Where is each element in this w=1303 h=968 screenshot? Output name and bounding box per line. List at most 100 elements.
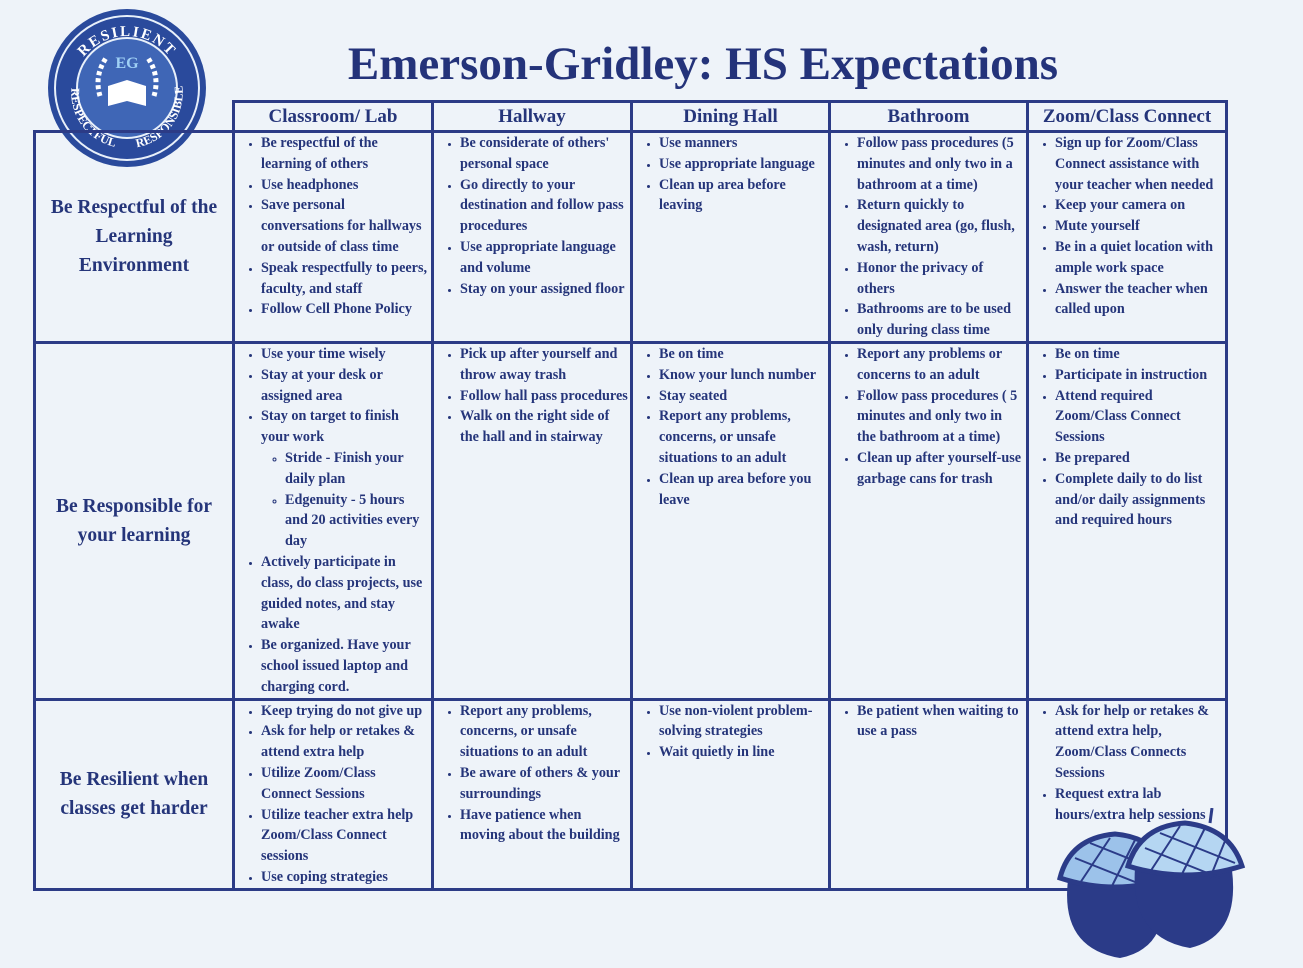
item-text: Return quickly to designated area (go, f… xyxy=(857,197,1015,255)
list-item: Request extra lab hours/extra help sessi… xyxy=(1055,784,1223,826)
list-item: Keep trying do not give up xyxy=(261,701,429,722)
table-cell: Use your time wisely Stay at your desk or… xyxy=(232,340,434,701)
row-label: Be Respectful of the Learning Environmen… xyxy=(33,130,235,344)
column-header: Hallway xyxy=(431,100,633,133)
item-text: Edgenuity - 5 hours and 20 activities ev… xyxy=(285,491,420,550)
item-text: Use headphones xyxy=(261,176,359,193)
item-text: Mute yourself xyxy=(1055,218,1140,235)
item-text: Speak respectfully to peers, faculty, an… xyxy=(261,259,428,297)
item-text: Stay on your assigned floor xyxy=(460,280,625,297)
table-cell: Report any problems, concerns, or unsafe… xyxy=(431,697,633,891)
item-text: Follow pass procedures ( 5 minutes and o… xyxy=(857,387,1018,446)
sub-list: Stride - Finish your daily plan Edgenuity… xyxy=(261,448,429,552)
item-text: Follow hall pass procedures xyxy=(460,387,628,404)
list-item: Use coping strategies xyxy=(261,867,429,888)
list-item: Follow pass procedures (5 minutes and on… xyxy=(857,133,1024,195)
item-text: Have patience when moving about the buil… xyxy=(460,806,620,844)
item-text: Request extra lab hours/extra help sessi… xyxy=(1055,785,1206,823)
item-text: Keep your camera on xyxy=(1055,197,1186,214)
list-item: Ask for help or retakes & attend extra h… xyxy=(261,721,429,763)
item-text: Stay at your desk or assigned area xyxy=(261,366,383,404)
list-item: Use manners xyxy=(659,133,826,154)
bullet-list: Report any problems, concerns, or unsafe… xyxy=(434,701,628,847)
list-item: Participate in instruction xyxy=(1055,365,1223,386)
list-item: Complete daily to do list and/or daily a… xyxy=(1055,469,1223,531)
list-item: Be patient when waiting to use a pass xyxy=(857,701,1024,743)
item-text: Honor the privacy of others xyxy=(857,259,984,297)
list-item: Ask for help or retakes & attend extra h… xyxy=(1055,701,1223,784)
list-item: Report any problems or concerns to an ad… xyxy=(857,344,1024,386)
list-item: Sign up for Zoom/Class Connect assistanc… xyxy=(1055,133,1223,195)
table-body: Be Respectful of the Learning Environmen… xyxy=(33,130,1228,891)
item-text: Report any problems, concerns, or unsafe… xyxy=(460,702,592,761)
item-text: Follow pass procedures (5 minutes and on… xyxy=(857,135,1014,193)
item-text: Use coping strategies xyxy=(261,868,388,885)
table-cell: Use manners Use appropriate language Clean… xyxy=(630,130,831,344)
list-item: Be on time xyxy=(659,344,826,365)
item-text: Answer the teacher when called upon xyxy=(1055,280,1208,318)
table-cell: Be respectful of the learning of others U… xyxy=(232,130,434,344)
list-item: Wait quietly in line xyxy=(659,742,826,763)
list-item: Be considerate of others' personal space xyxy=(460,133,628,175)
list-item: Follow hall pass procedures xyxy=(460,386,628,407)
table-row: Be Responsible for your learningUse your… xyxy=(33,340,1228,701)
item-text: Complete daily to do list and/or daily a… xyxy=(1055,470,1206,529)
bullet-list: Ask for help or retakes & attend extra h… xyxy=(1029,701,1223,826)
list-item: Follow Cell Phone Policy xyxy=(261,299,429,320)
table-row: Be Respectful of the Learning Environmen… xyxy=(33,130,1228,344)
item-text: Utilize teacher extra help Zoom/Class Co… xyxy=(261,806,414,865)
table-cell: Use non-violent problem-solving strategi… xyxy=(630,697,831,891)
item-text: Bathrooms are to be used only during cla… xyxy=(857,301,1011,339)
item-text: Be prepared xyxy=(1055,449,1130,466)
item-text: Ask for help or retakes & attend extra h… xyxy=(261,723,416,761)
table-cell: Follow pass procedures (5 minutes and on… xyxy=(828,130,1029,344)
corner-cell xyxy=(34,101,235,133)
item-text: Be on time xyxy=(1055,345,1120,362)
bullet-list: Be respectful of the learning of others U… xyxy=(235,133,429,320)
item-text: Be organized. Have your school issued la… xyxy=(261,637,411,695)
column-header: Classroom/ Lab xyxy=(232,100,434,133)
item-text: Use non-violent problem-solving strategi… xyxy=(659,702,813,740)
item-text: Use appropriate language xyxy=(659,155,815,172)
list-item: Be in a quiet location with ample work s… xyxy=(1055,237,1223,279)
list-item: Report any problems, concerns, or unsafe… xyxy=(460,701,628,763)
list-item: Utilize teacher extra help Zoom/Class Co… xyxy=(261,805,429,867)
item-text: Use your time wisely xyxy=(261,345,386,362)
list-item: Be aware of others & your surroundings xyxy=(460,763,628,805)
list-item: Use your time wisely xyxy=(261,344,429,365)
list-item: Walk on the right side of the hall and i… xyxy=(460,406,628,448)
list-item: Clean up area before leaving xyxy=(659,175,826,217)
item-text: Be patient when waiting to use a pass xyxy=(857,702,1019,740)
item-text: Utilize Zoom/Class Connect Sessions xyxy=(261,764,376,802)
list-item: Utilize Zoom/Class Connect Sessions xyxy=(261,763,429,805)
bullet-list: Use your time wisely Stay at your desk or… xyxy=(235,344,429,698)
row-label: Be Resilient when classes get harder xyxy=(33,697,235,891)
item-text: Actively participate in class, do class … xyxy=(261,553,423,633)
table-cell: Be considerate of others' personal space… xyxy=(431,130,633,344)
list-item: Clean up after yourself-use garbage cans… xyxy=(857,448,1024,490)
item-text: Report any problems, concerns, or unsafe… xyxy=(659,408,791,466)
expectations-table: Classroom/ Lab Hallway Dining Hall Bathroom… xyxy=(33,100,1228,891)
item-text: Keep trying do not give up xyxy=(261,702,423,719)
bullet-list: Be considerate of others' personal space… xyxy=(434,133,628,299)
item-text: Follow Cell Phone Policy xyxy=(261,301,412,318)
table-cell: Pick up after yourself and throw away tr… xyxy=(431,340,633,701)
item-text: Clean up area before you leave xyxy=(659,470,812,508)
bullet-list: Be on time Know your lunch number Stay sea… xyxy=(633,344,826,510)
logo-book xyxy=(108,80,146,106)
list-item: Stride - Finish your daily plan xyxy=(285,448,429,490)
item-text: Walk on the right side of the hall and i… xyxy=(460,408,610,446)
list-item: Pick up after yourself and throw away tr… xyxy=(460,344,628,386)
list-item: Answer the teacher when called upon xyxy=(1055,279,1223,321)
list-item: Be prepared xyxy=(1055,448,1223,469)
bullet-list: Keep trying do not give up Ask for help o… xyxy=(235,701,429,888)
list-item: Follow pass procedures ( 5 minutes and o… xyxy=(857,386,1024,448)
row-label: Be Responsible for your learning xyxy=(33,340,235,701)
bullet-list: Be patient when waiting to use a pass xyxy=(831,701,1024,743)
list-item: Stay on target to finish your workStride… xyxy=(261,406,429,552)
item-text: Go directly to your destination and foll… xyxy=(460,176,624,235)
item-text: Stay on target to finish your work xyxy=(261,408,399,446)
list-item: Use non-violent problem-solving strategi… xyxy=(659,701,826,743)
list-item: Keep your camera on xyxy=(1055,195,1223,216)
